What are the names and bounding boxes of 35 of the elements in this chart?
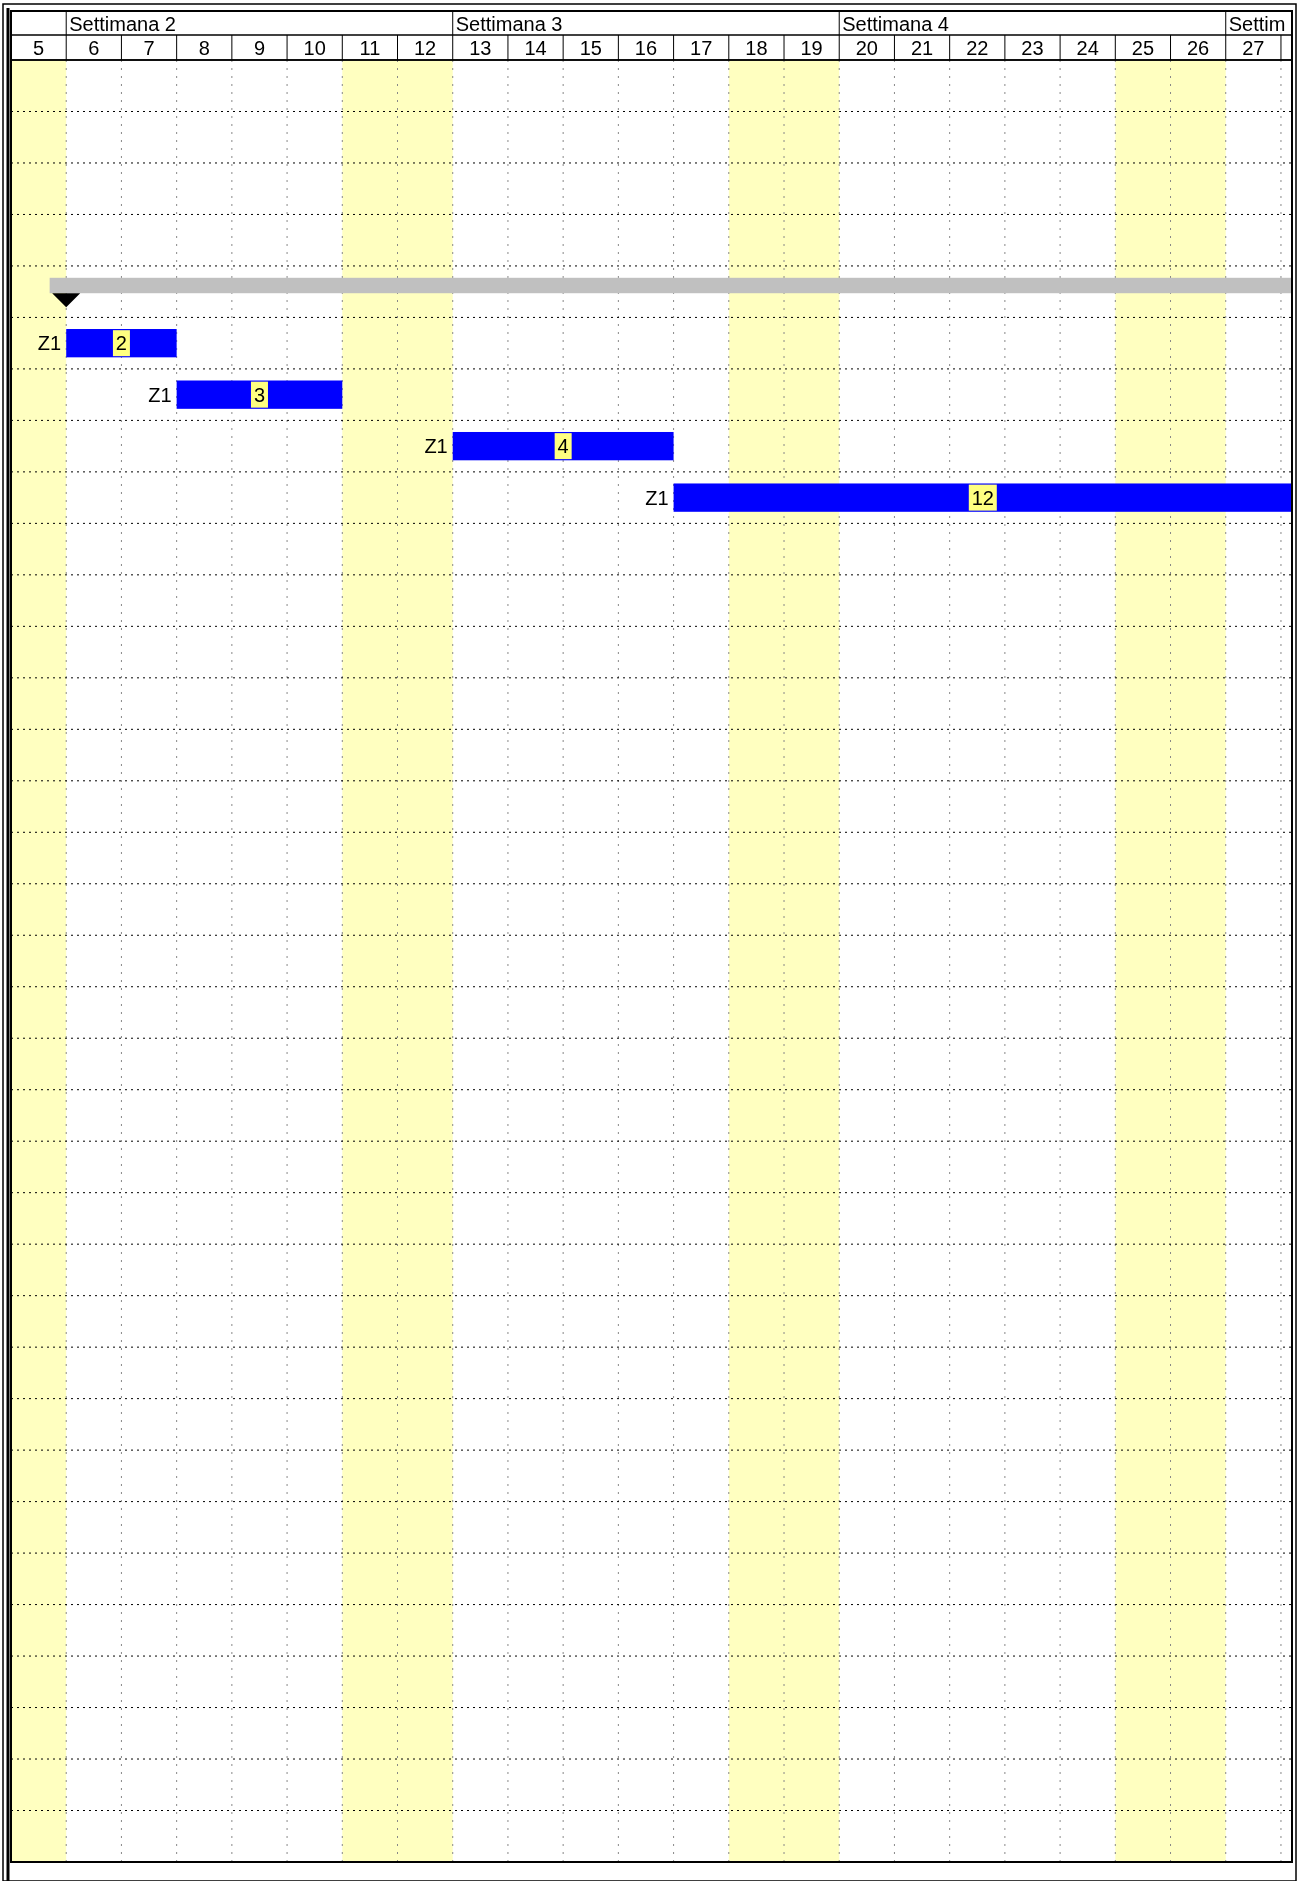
x-tick-label: 13 <box>469 37 492 59</box>
data-label: 3 <box>253 383 266 406</box>
text: Settim <box>1228 13 1286 35</box>
annotation: Z1 <box>645 486 669 509</box>
x-tick-label: 25 <box>1131 37 1155 59</box>
x-tick-label: 17 <box>690 37 713 59</box>
annotation: Z1 <box>424 435 448 458</box>
x-tick-label: 11 <box>359 37 381 59</box>
x-tick-label: 18 <box>745 37 768 59</box>
x-tick-label: 20 <box>855 37 878 59</box>
x-tick-label: 24 <box>1076 37 1099 59</box>
data-label: 4 <box>557 435 569 458</box>
annotation: Z1 <box>148 383 172 406</box>
x-tick-label: 7 <box>143 37 155 59</box>
x-tick-label: 12 <box>413 37 437 59</box>
x-tick-label: 21 <box>910 37 934 59</box>
x-tick-label: 10 <box>303 37 326 59</box>
x-tick-label: 8 <box>198 37 210 59</box>
x-tick-label: 22 <box>966 37 989 59</box>
x-tick-label: 16 <box>634 37 658 59</box>
x-tick-label: 26 <box>1187 37 1210 59</box>
x-tick-label: 6 <box>88 37 100 59</box>
text: Settimana 4 <box>842 13 949 35</box>
x-tick-label: 14 <box>524 37 547 59</box>
text: Settimana 3 <box>455 13 563 35</box>
annotation: Z1 <box>37 332 62 355</box>
x-tick-label: 19 <box>800 37 823 59</box>
text: Settimana 2 <box>69 13 176 35</box>
x-tick-label: 23 <box>1021 37 1044 59</box>
data-label: 12 <box>971 486 994 509</box>
x-tick-label: 15 <box>579 37 602 59</box>
x-tick-label: 9 <box>253 37 266 59</box>
x-tick-label: 5 <box>33 37 45 59</box>
x-tick-label: 27 <box>1242 37 1265 59</box>
data-label: 2 <box>115 332 127 355</box>
